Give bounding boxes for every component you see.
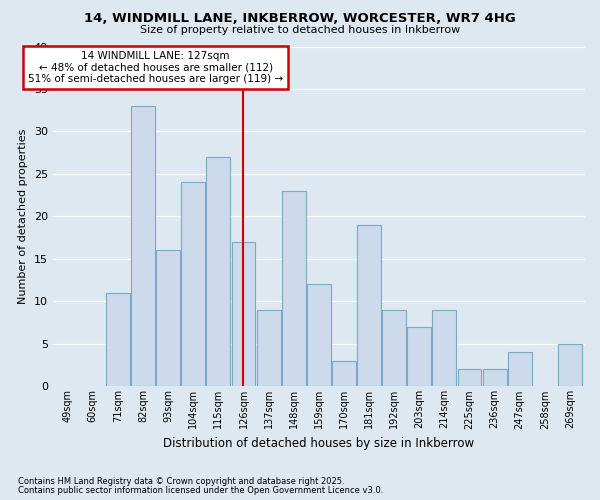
Bar: [558, 344, 582, 387]
Text: Contains public sector information licensed under the Open Government Licence v3: Contains public sector information licen…: [18, 486, 383, 495]
Bar: [508, 352, 532, 386]
Bar: [156, 250, 180, 386]
Y-axis label: Number of detached properties: Number of detached properties: [18, 129, 28, 304]
Bar: [232, 242, 256, 386]
Text: 14, WINDMILL LANE, INKBERROW, WORCESTER, WR7 4HG: 14, WINDMILL LANE, INKBERROW, WORCESTER,…: [84, 12, 516, 26]
Text: 14 WINDMILL LANE: 127sqm
← 48% of detached houses are smaller (112)
51% of semi-: 14 WINDMILL LANE: 127sqm ← 48% of detach…: [28, 50, 283, 84]
Bar: [131, 106, 155, 386]
Text: Size of property relative to detached houses in Inkberrow: Size of property relative to detached ho…: [140, 25, 460, 35]
Bar: [407, 327, 431, 386]
Bar: [332, 361, 356, 386]
X-axis label: Distribution of detached houses by size in Inkberrow: Distribution of detached houses by size …: [163, 437, 475, 450]
Text: Contains HM Land Registry data © Crown copyright and database right 2025.: Contains HM Land Registry data © Crown c…: [18, 477, 344, 486]
Bar: [206, 157, 230, 386]
Bar: [382, 310, 406, 386]
Bar: [181, 182, 205, 386]
Bar: [458, 370, 481, 386]
Bar: [307, 284, 331, 386]
Bar: [106, 293, 130, 386]
Bar: [433, 310, 457, 386]
Bar: [282, 191, 305, 386]
Bar: [357, 225, 381, 386]
Bar: [482, 370, 506, 386]
Bar: [257, 310, 281, 386]
